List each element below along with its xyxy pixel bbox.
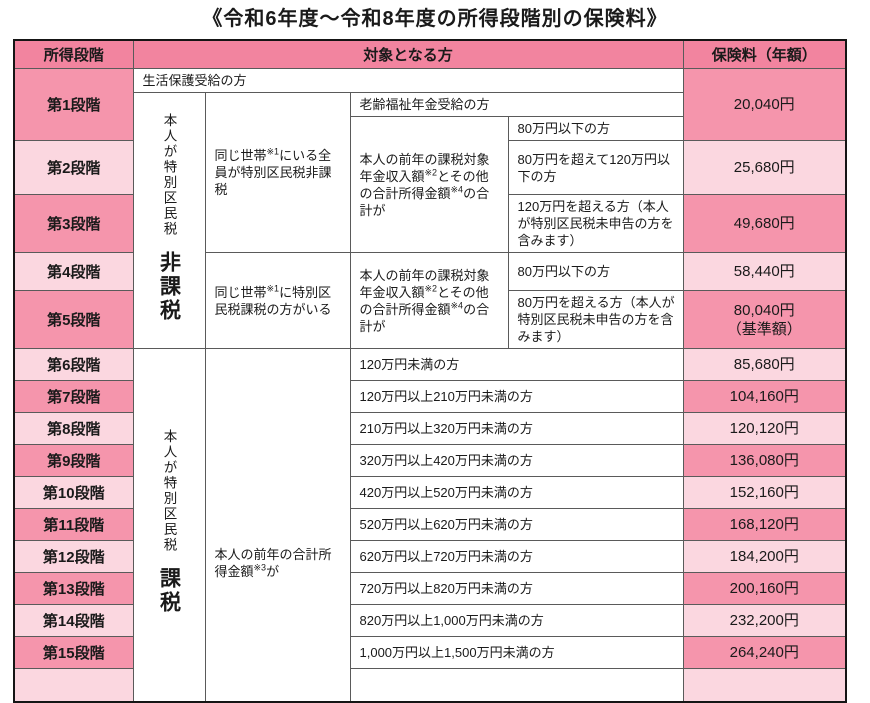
premium-stage-9: 136,080円: [682, 444, 847, 477]
stage-label-15: 第15段階: [13, 636, 134, 669]
table-row: 第10段階 420万円以上520万円未満の方 152,160円: [13, 476, 847, 509]
table-row: 第2段階 80万円を超えて120万円以下の方 25,680円: [13, 140, 847, 195]
page-title: 《令和6年度～令和8年度の所得段階別の保険料》: [202, 8, 668, 30]
premium-stage-1: 20,040円: [682, 68, 847, 141]
premium-stage-7: 104,160円: [682, 380, 847, 413]
condition-partial: [349, 668, 684, 702]
premium-stage-13: 200,160円: [682, 572, 847, 605]
condition-stage-4: 80万円以下の方: [507, 252, 684, 291]
stage-label-8: 第8段階: [13, 412, 134, 445]
premium-stage-14: 232,200円: [682, 604, 847, 637]
table-row: 本人が特別区民税非課税 同じ世帯※1にいる全員が特別区民税非課税 老齢福祉年金受…: [14, 92, 846, 349]
table-row: 第4段階 同じ世帯※1に特別区民税課税の方がいる 本人の前年の課税対象年金収入額…: [13, 252, 847, 349]
income-note-cell: 本人の前年の合計所得金額※3が: [204, 348, 351, 702]
condition-stage-5: 80万円を超える方（本人が特別区民税未申告の方を含みます）: [507, 290, 684, 349]
col-header-stage: 所得段階: [13, 39, 134, 69]
table-header-row: 所得段階 対象となる方 保険料（年額）: [13, 39, 847, 69]
condition-stage-6: 120万円未満の方: [349, 348, 684, 381]
nontaxable-vertical-pre: 本人が特別区民税: [161, 113, 177, 237]
taxable-vertical-main: 課税: [157, 567, 181, 616]
premium-stage-12: 184,200円: [682, 540, 847, 573]
pension-sum-note-cell: 本人の前年の課税対象年金収入額※2とその他の合計所得金額※4の合計が: [349, 116, 509, 253]
table-row: 第12段階 620万円以上720万円未満の方 184,200円: [13, 540, 847, 573]
premium-stage-15: 264,240円: [682, 636, 847, 669]
condition-stage-3: 120万円を超える方（本人が特別区民税未申告の方を含みます）: [507, 194, 684, 253]
premium-stage-5-note: （基準額）: [726, 320, 802, 338]
stage-label-13: 第13段階: [13, 572, 134, 605]
premium-stage-10: 152,160円: [682, 476, 847, 509]
premium-stage-4: 58,440円: [682, 252, 847, 291]
stage-label-2: 第2段階: [13, 140, 134, 195]
condition-stage-14: 820万円以上1,000万円未満の方: [349, 604, 684, 637]
premium-stage-5: 80,040円 （基準額）: [682, 290, 847, 349]
condition-stage-8: 210万円以上320万円未満の方: [349, 412, 684, 445]
table-row: 第8段階 210万円以上320万円未満の方 120,120円: [13, 412, 847, 445]
table-row: 第3段階 120万円を超える方（本人が特別区民税未申告の方を含みます） 49,6…: [13, 194, 847, 253]
condition-stage-15: 1,000万円以上1,500万円未満の方: [349, 636, 684, 669]
nontaxable-vertical-main: 非課税: [157, 251, 181, 323]
taxable-vertical-cell: 本人が特別区民税課税: [132, 348, 206, 702]
stage-label-9: 第9段階: [13, 444, 134, 477]
taxable-vertical-text: 本人が特別区民税課税: [157, 429, 181, 616]
premium-stage-8: 120,120円: [682, 412, 847, 445]
taxable-vertical-pre: 本人が特別区民税: [161, 429, 177, 554]
old-age-pension-cell: 老齢福祉年金受給の方: [349, 92, 684, 117]
condition-stage-9: 320万円以上420万円未満の方: [349, 444, 684, 477]
stage-label-6: 第6段階: [13, 348, 134, 381]
stage-label-partial: [13, 668, 134, 702]
nontaxable-vertical-text: 本人が特別区民税非課税: [157, 113, 181, 323]
stage-label-7: 第7段階: [13, 380, 134, 413]
premium-table: 所得段階 対象となる方 保険料（年額） 第1段階 生活保護受給の方 20,040…: [13, 39, 847, 703]
stage-label-4: 第4段階: [13, 252, 134, 291]
col-header-target: 対象となる方: [132, 39, 684, 69]
stage-label-10: 第10段階: [13, 476, 134, 509]
stage-label-5: 第5段階: [13, 290, 134, 349]
table-row: 第1段階 生活保護受給の方 20,040円: [13, 68, 847, 141]
table-row: 第5段階 80万円を超える方（本人が特別区民税未申告の方を含みます） 80,04…: [13, 290, 847, 349]
household-all-nontax-cell: 同じ世帯※1にいる全員が特別区民税非課税: [204, 92, 351, 253]
table-row: 第13段階 720万円以上820万円未満の方 200,160円: [13, 572, 847, 605]
table-row: 第6段階 本人が特別区民税課税 本人の前年の合計所得金額※3が 120万円未満の…: [13, 348, 847, 702]
pension-sum-note-cell-2: 本人の前年の課税対象年金収入額※2とその他の合計所得金額※4の合計が: [349, 252, 509, 349]
condition-stage-1: 80万円以下の方: [507, 116, 684, 141]
table-row: 第9段階 320万円以上420万円未満の方 136,080円: [13, 444, 847, 477]
premium-stage-2: 25,680円: [682, 140, 847, 195]
condition-stage-13: 720万円以上820万円未満の方: [349, 572, 684, 605]
premium-partial: [682, 668, 847, 702]
household-has-tax-cell: 同じ世帯※1に特別区民税課税の方がいる: [204, 252, 351, 349]
condition-stage-10: 420万円以上520万円未満の方: [349, 476, 684, 509]
condition-stage-11: 520万円以上620万円未満の方: [349, 508, 684, 541]
condition-stage-7: 120万円以上210万円未満の方: [349, 380, 684, 413]
premium-stage-11: 168,120円: [682, 508, 847, 541]
condition-stage-2: 80万円を超えて120万円以下の方: [507, 140, 684, 195]
table-row: 第14段階 820万円以上1,000万円未満の方 232,200円: [13, 604, 847, 637]
premium-stage-5-amount: 80,040円: [733, 301, 795, 319]
col-header-premium: 保険料（年額）: [682, 39, 847, 69]
nontaxable-vertical-cell: 本人が特別区民税非課税: [132, 92, 206, 349]
condition-stage-12: 620万円以上720万円未満の方: [349, 540, 684, 573]
stage-label-14: 第14段階: [13, 604, 134, 637]
stage-label-3: 第3段階: [13, 194, 134, 253]
stage-label-11: 第11段階: [13, 508, 134, 541]
premium-stage-3: 49,680円: [682, 194, 847, 253]
premium-stage-6: 85,680円: [682, 348, 847, 381]
welfare-cell: 生活保護受給の方: [132, 68, 684, 93]
stage-label-1: 第1段階: [13, 68, 134, 141]
table-row: 第15段階 1,000万円以上1,500万円未満の方 264,240円: [13, 636, 847, 669]
stage-label-12: 第12段階: [13, 540, 134, 573]
